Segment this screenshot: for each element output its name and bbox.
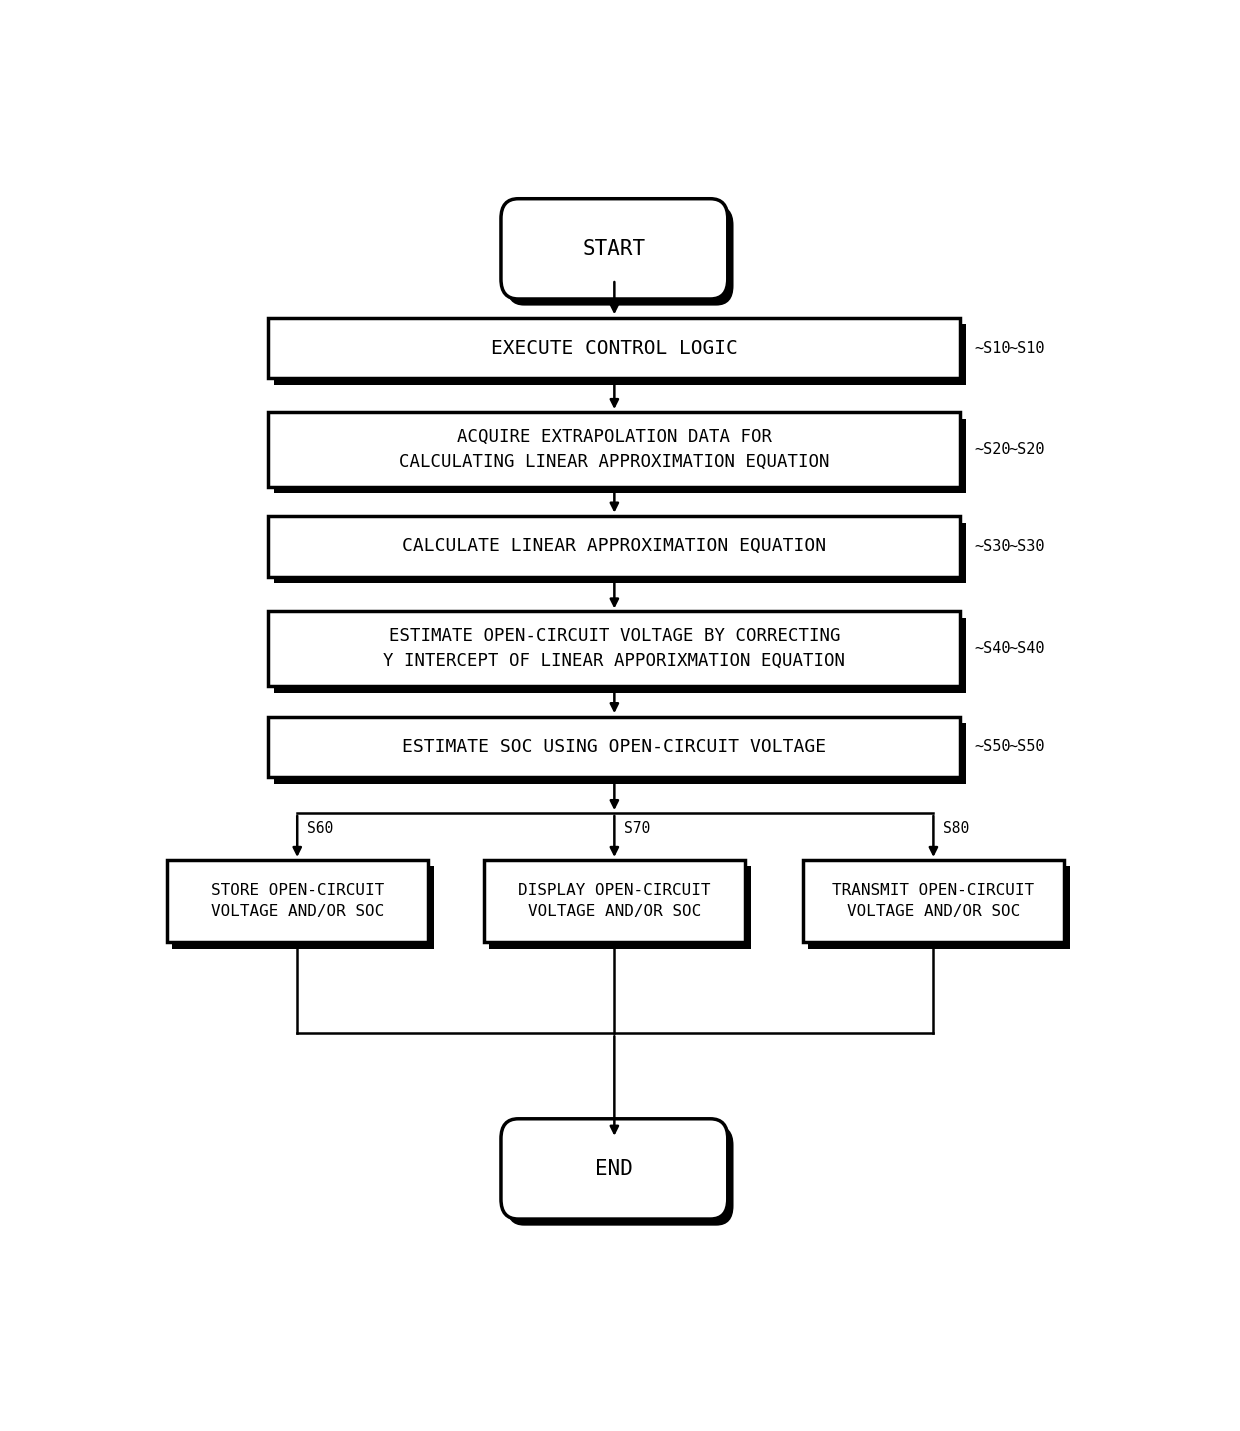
Text: DISPLAY OPEN-CIRCUIT
VOLTAGE AND/OR SOC: DISPLAY OPEN-CIRCUIT VOLTAGE AND/OR SOC (518, 883, 711, 919)
Bar (172, 866, 434, 949)
Bar (274, 618, 966, 693)
Text: S70: S70 (624, 820, 650, 836)
Text: ~S50: ~S50 (1008, 740, 1045, 754)
Bar (274, 325, 966, 385)
FancyBboxPatch shape (507, 1125, 734, 1226)
Text: END: END (595, 1159, 634, 1179)
Bar (274, 522, 966, 584)
Bar (268, 611, 960, 687)
Text: ~S30: ~S30 (975, 539, 1012, 554)
Text: ESTIMATE SOC USING OPEN-CIRCUIT VOLTAGE: ESTIMATE SOC USING OPEN-CIRCUIT VOLTAGE (402, 738, 826, 756)
Bar (484, 860, 745, 943)
Bar (268, 318, 960, 378)
FancyBboxPatch shape (501, 199, 728, 299)
Text: ~S30: ~S30 (1008, 539, 1045, 554)
Text: CALCULATE LINEAR APPROXIMATION EQUATION: CALCULATE LINEAR APPROXIMATION EQUATION (402, 538, 826, 555)
Text: EXECUTE CONTROL LOGIC: EXECUTE CONTROL LOGIC (491, 339, 738, 358)
Text: ~S20: ~S20 (975, 442, 1012, 456)
Text: S80: S80 (944, 820, 970, 836)
Bar (274, 723, 966, 784)
Text: ~S40: ~S40 (975, 641, 1012, 657)
Text: START: START (583, 239, 646, 259)
Bar (268, 517, 960, 577)
Text: ~S20: ~S20 (1008, 442, 1045, 456)
Text: TRANSMIT OPEN-CIRCUIT
VOLTAGE AND/OR SOC: TRANSMIT OPEN-CIRCUIT VOLTAGE AND/OR SOC (832, 883, 1034, 919)
FancyBboxPatch shape (507, 205, 734, 306)
Text: S60: S60 (306, 820, 334, 836)
Bar (268, 412, 960, 487)
Text: ACQUIRE EXTRAPOLATION DATA FOR
CALCULATING LINEAR APPROXIMATION EQUATION: ACQUIRE EXTRAPOLATION DATA FOR CALCULATI… (399, 428, 830, 471)
Text: ~S40: ~S40 (1008, 641, 1045, 657)
Bar (268, 717, 960, 777)
FancyBboxPatch shape (501, 1119, 728, 1219)
Text: ~S10: ~S10 (975, 341, 1012, 355)
Text: ~S50: ~S50 (975, 740, 1012, 754)
Bar (490, 866, 750, 949)
Text: ~S10: ~S10 (1008, 341, 1045, 355)
Text: ESTIMATE OPEN-CIRCUIT VOLTAGE BY CORRECTING
Y INTERCEPT OF LINEAR APPORIXMATION : ESTIMATE OPEN-CIRCUIT VOLTAGE BY CORRECT… (383, 627, 846, 670)
Text: STORE OPEN-CIRCUIT
VOLTAGE AND/OR SOC: STORE OPEN-CIRCUIT VOLTAGE AND/OR SOC (211, 883, 384, 919)
Bar (274, 418, 966, 494)
Bar (808, 866, 1070, 949)
Bar (166, 860, 428, 943)
Bar (802, 860, 1064, 943)
